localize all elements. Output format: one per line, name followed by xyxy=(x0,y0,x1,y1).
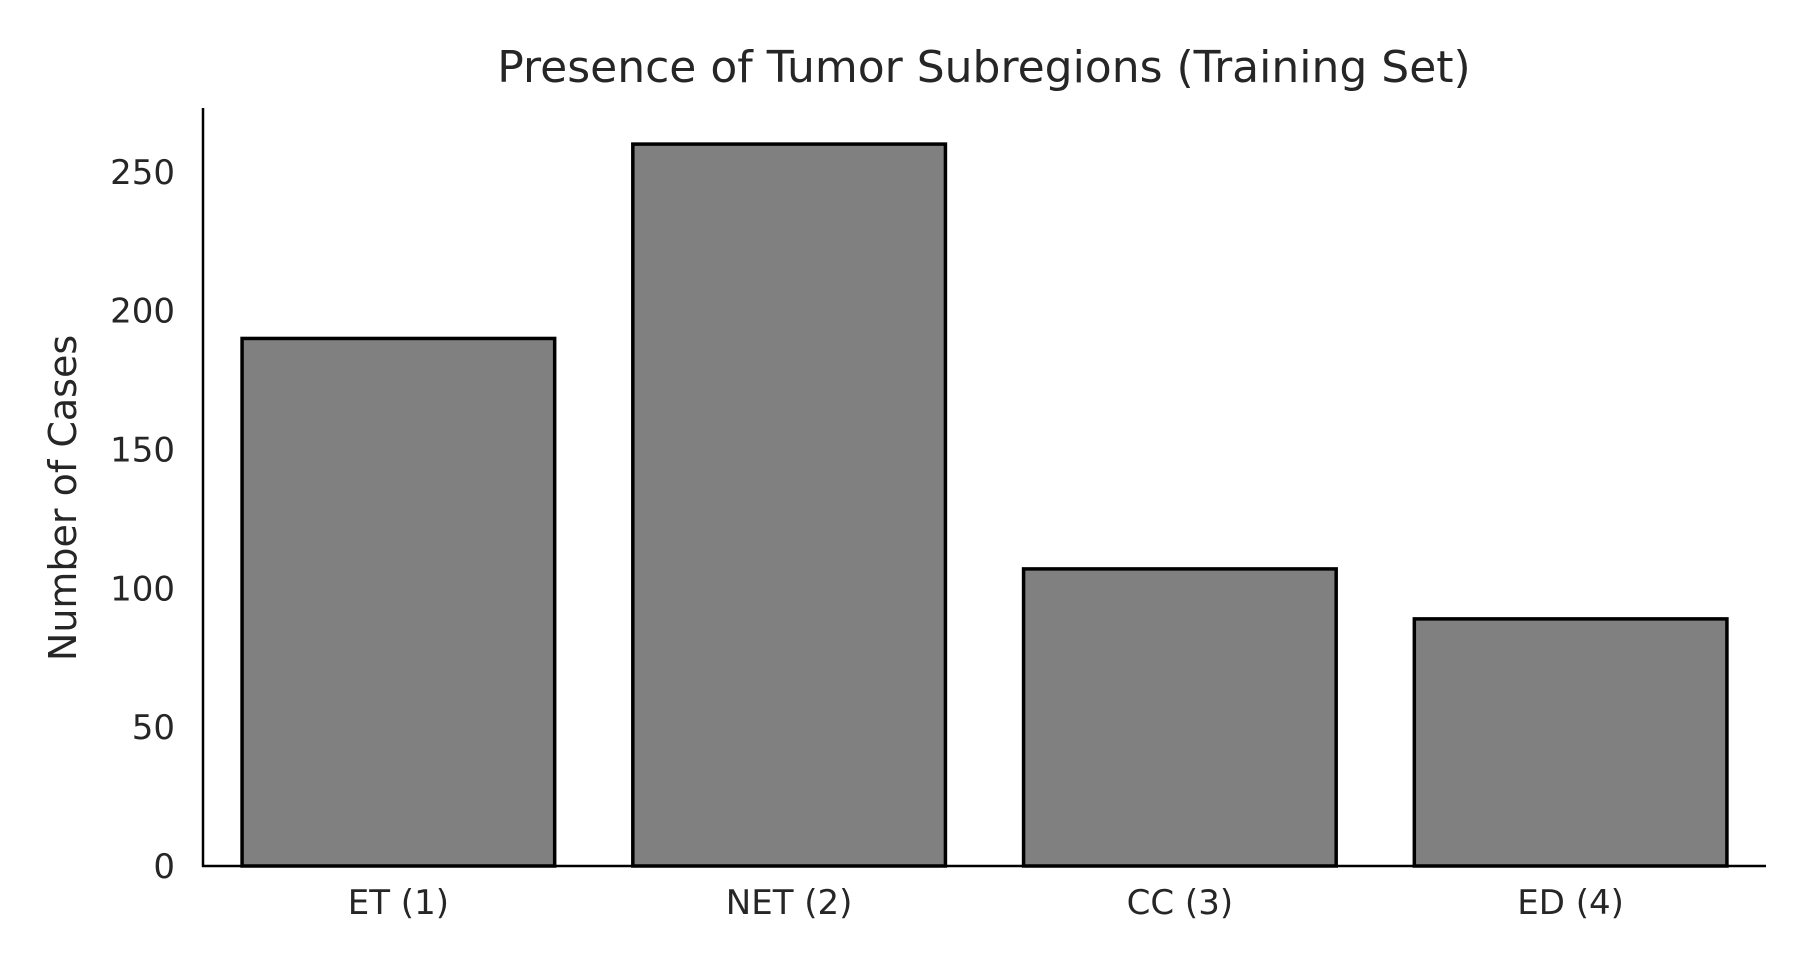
bars-group xyxy=(240,142,1729,868)
chart-title: Presence of Tumor Subregions (Training S… xyxy=(497,42,1470,93)
y-tick-label: 100 xyxy=(110,569,175,609)
bar-2 xyxy=(631,142,948,868)
y-tick-label: 150 xyxy=(110,431,175,471)
bar-4 xyxy=(1412,617,1729,868)
y-tick-label: 250 xyxy=(110,153,175,193)
y-axis-label: Number of Cases xyxy=(41,335,85,661)
x-tick-label: CC (3) xyxy=(1127,883,1233,923)
bar-3 xyxy=(1021,567,1338,868)
y-tick-label: 0 xyxy=(153,847,175,887)
x-tick-label: ED (4) xyxy=(1517,883,1624,923)
y-tick-label: 50 xyxy=(132,708,175,748)
x-tick-label: NET (2) xyxy=(726,883,853,923)
x-tick-label: ET (1) xyxy=(348,883,449,923)
bar-1 xyxy=(240,336,557,868)
x-ticks-group: ET (1) NET (2) CC (3) ED (4) xyxy=(348,883,1624,923)
y-ticks-group: 0 50 100 150 200 250 xyxy=(110,153,175,887)
y-tick-label: 200 xyxy=(110,292,175,332)
